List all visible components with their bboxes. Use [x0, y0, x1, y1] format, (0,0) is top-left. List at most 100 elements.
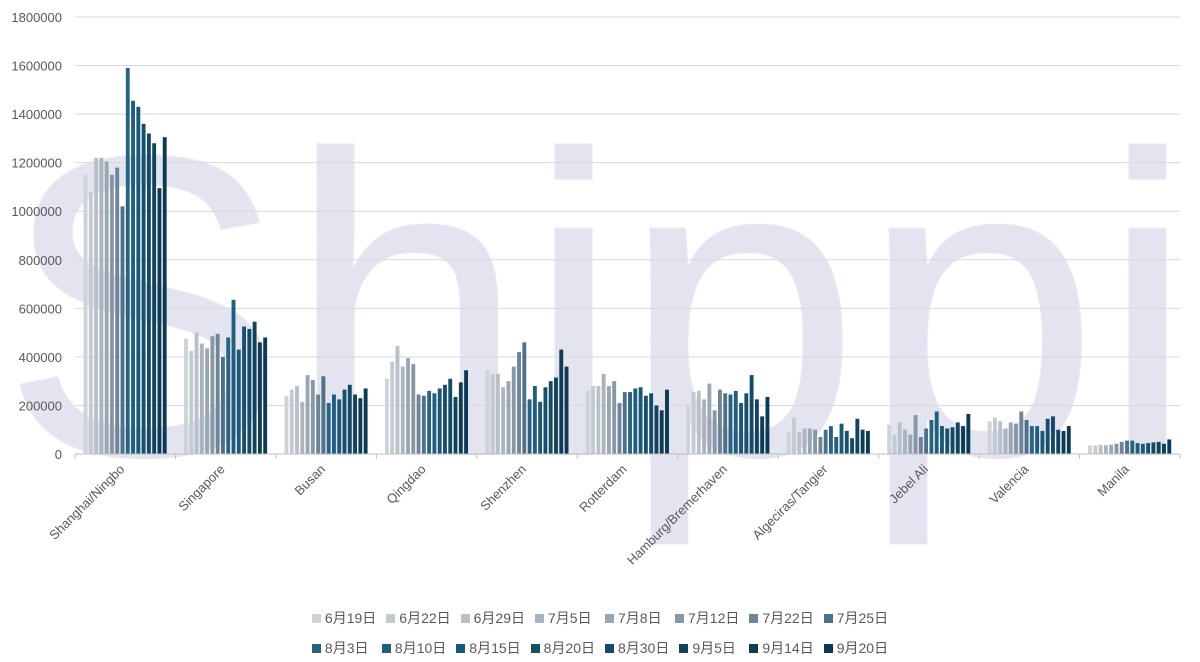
- bar: [654, 405, 659, 454]
- legend-swatch: [311, 613, 321, 623]
- bar: [88, 191, 93, 455]
- bar: [728, 394, 733, 454]
- bar: [548, 381, 553, 454]
- legend-swatch: [530, 643, 540, 653]
- bar: [522, 342, 527, 454]
- bar: [1008, 422, 1013, 454]
- bar: [1093, 445, 1098, 454]
- bar: [443, 384, 447, 454]
- bar: [284, 395, 289, 454]
- bar: [903, 429, 907, 454]
- bar: [390, 361, 395, 454]
- bar: [1061, 430, 1066, 454]
- bar: [252, 321, 257, 454]
- legend-item: 7月22日: [749, 608, 814, 628]
- bar: [797, 432, 802, 454]
- bar: [99, 157, 104, 455]
- bar: [1130, 440, 1135, 454]
- bar: [1125, 440, 1129, 454]
- bar: [998, 421, 1003, 454]
- y-tick-label: 1600000: [11, 59, 62, 74]
- legend-swatch: [311, 643, 321, 653]
- bar: [1051, 416, 1055, 454]
- legend-item: 8月3日: [311, 638, 372, 658]
- bar: [109, 174, 114, 455]
- bar: [829, 426, 833, 454]
- bar: [702, 399, 707, 454]
- bar: [691, 392, 696, 454]
- y-tick-label: 200000: [19, 398, 62, 413]
- legend-label: 8月15日: [469, 640, 521, 656]
- legend-item: 7月5日: [535, 608, 595, 628]
- x-tick-label: Busan: [292, 462, 329, 499]
- x-tick-label: Shanghai/Ningbo: [46, 462, 127, 543]
- bar: [628, 392, 632, 454]
- legend-swatch: [749, 613, 759, 623]
- legend-item: 6月19日: [311, 608, 376, 628]
- legend-label: 8月20日: [543, 640, 595, 656]
- bar: [961, 426, 966, 454]
- bar: [152, 143, 157, 454]
- legend-item: 7月12日: [675, 608, 739, 628]
- bar: [1098, 444, 1103, 454]
- bar: [194, 332, 199, 454]
- bar: [807, 428, 812, 454]
- bar: [131, 100, 135, 454]
- x-tick-label: Hamburg/Bremerhaven: [624, 462, 730, 568]
- y-tick-label: 1000000: [11, 204, 62, 219]
- bar: [622, 392, 627, 454]
- bar: [495, 373, 500, 454]
- legend-swatch: [456, 643, 466, 653]
- bar: [865, 430, 870, 454]
- bar: [448, 378, 453, 454]
- x-tick-label: Algeciras/Tangier: [749, 461, 831, 543]
- bar: [236, 349, 241, 454]
- y-tick-label: 1800000: [11, 10, 62, 25]
- bar: [421, 395, 426, 454]
- legend-label: 7月25日: [836, 610, 889, 626]
- bar: [908, 434, 913, 454]
- bar: [136, 106, 141, 455]
- legend-item: 9月14日: [749, 638, 814, 658]
- bar: [210, 336, 215, 454]
- legend-swatch: [605, 613, 614, 623]
- bar: [754, 399, 759, 454]
- legend-swatch: [535, 613, 544, 623]
- bar: [966, 413, 971, 454]
- legend-swatch: [675, 613, 684, 623]
- bar: [538, 401, 543, 454]
- legend-item: 8月20日: [530, 638, 595, 658]
- bar: [1114, 443, 1119, 454]
- legend-row: 6月19日 6月22日 6月29日 7月5日 7月8日 7月12日 7月22日 7月25日: [0, 608, 1200, 628]
- bar: [940, 426, 944, 454]
- bar: [665, 389, 669, 454]
- legend-label: 9月14日: [762, 640, 814, 656]
- x-tick-label: Manila: [1094, 461, 1132, 499]
- bar: [1035, 426, 1040, 454]
- bar: [1109, 444, 1114, 454]
- legend-swatch: [605, 643, 614, 653]
- bar: [1103, 445, 1108, 454]
- bar: [987, 421, 992, 454]
- bar: [712, 410, 717, 454]
- bar: [321, 376, 326, 454]
- bar: [860, 429, 865, 454]
- bar: [633, 388, 638, 454]
- bar: [215, 333, 220, 454]
- bar: [554, 377, 558, 454]
- legend-item: 9月5日: [679, 638, 739, 658]
- legend-label: 6月29日: [473, 610, 525, 626]
- bar: [1066, 426, 1071, 454]
- bar: [464, 370, 469, 454]
- legend-swatch: [823, 613, 833, 623]
- bar: [1045, 418, 1050, 454]
- bar: [717, 389, 722, 454]
- legend-swatch: [381, 643, 391, 653]
- bar: [1119, 441, 1124, 454]
- bar: [765, 396, 770, 454]
- bar: [744, 393, 749, 454]
- bar: [844, 430, 849, 454]
- legend-label: 9月5日: [692, 640, 736, 656]
- bar: [1140, 443, 1145, 454]
- bar: [353, 394, 358, 454]
